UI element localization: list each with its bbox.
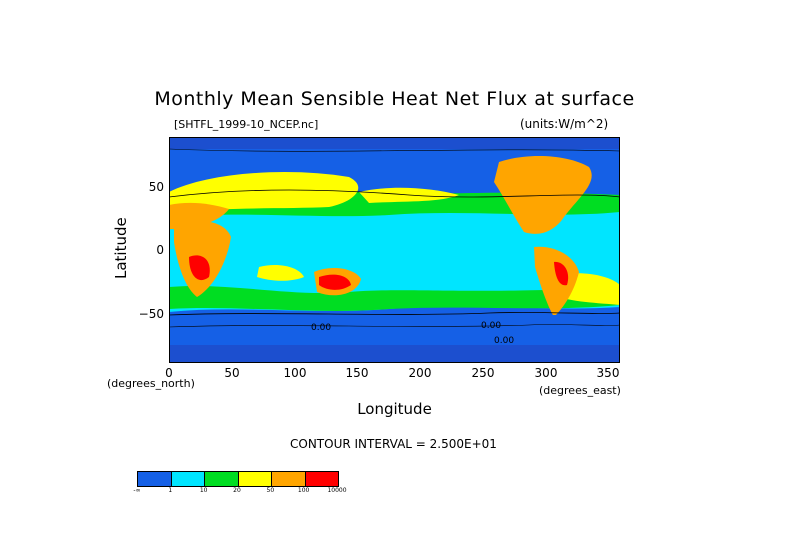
- legend-label: 50: [266, 487, 275, 494]
- hot-africa: [189, 255, 210, 281]
- legend-label: 20: [233, 487, 241, 494]
- contour-interval: CONTOUR INTERVAL = 2.500E+01: [290, 437, 497, 451]
- tropical-cyan-band: [169, 198, 620, 312]
- yellow-patch-india: [257, 265, 304, 281]
- x-tick-label: 250: [471, 366, 495, 380]
- land-north-america: [494, 155, 592, 234]
- y-unit-note: (degrees_north): [107, 377, 195, 390]
- hot-south-america: [554, 261, 569, 286]
- x-tick-label: 100: [283, 366, 307, 380]
- antarctic-strip: [169, 345, 620, 363]
- legend-label: -∞: [133, 487, 141, 494]
- land-eurasia: [169, 172, 359, 215]
- legend-swatch: [138, 472, 171, 486]
- legend-label: 100: [297, 487, 310, 494]
- file-label: [SHTFL_1999-10_NCEP.nc]: [174, 118, 319, 131]
- legend-swatch: [170, 472, 204, 486]
- southern-ocean-band: [169, 315, 620, 345]
- x-tick-label: 350: [596, 366, 620, 380]
- y-tick-label: −50: [138, 307, 164, 321]
- legend-swatch: [204, 472, 238, 486]
- contour-label: 0.00: [494, 336, 514, 346]
- y-tick-label: 0: [156, 243, 164, 257]
- x-axis-label: Longitude: [357, 400, 432, 418]
- contour-line: [169, 189, 620, 198]
- contour-line: [169, 312, 620, 316]
- x-tick-label: 50: [224, 366, 240, 380]
- legend-swatch: [237, 472, 271, 486]
- flux-map: 0.00 0.00 0.00: [169, 137, 620, 363]
- y-tick-label: 50: [148, 180, 164, 194]
- contour-label: 0.00: [311, 323, 331, 333]
- hot-australia: [319, 274, 351, 290]
- legend-label: 1: [168, 487, 173, 494]
- units-label: (units:W/m^2): [520, 117, 609, 131]
- legend-swatch: [271, 472, 305, 486]
- green-band-south: [169, 285, 620, 311]
- contour-line: [169, 324, 620, 328]
- plot-title: Monthly Mean Sensible Heat Net Flux at s…: [154, 88, 635, 110]
- map-frame: [169, 137, 620, 363]
- color-legend: [137, 471, 339, 487]
- x-tick-label: 200: [408, 366, 432, 380]
- y-axis-label: Latitude: [112, 217, 130, 279]
- legend-labels: -∞ 1 10 20 50 100 10000: [130, 487, 350, 497]
- contour-line: [169, 148, 620, 152]
- x-tick-label: 150: [345, 366, 369, 380]
- legend-label: 10000: [327, 487, 347, 494]
- legend-label: 10: [199, 487, 208, 494]
- x-tick-label: 300: [534, 366, 558, 380]
- land-eurasia-orange: [169, 202, 229, 229]
- x-unit-note: (degrees_east): [539, 384, 621, 397]
- land-south-america: [534, 246, 579, 317]
- arctic-strip: [169, 137, 620, 149]
- legend-swatch: [304, 472, 338, 486]
- contour-label: 0.00: [481, 321, 501, 331]
- x-tick-label: 0: [165, 366, 173, 380]
